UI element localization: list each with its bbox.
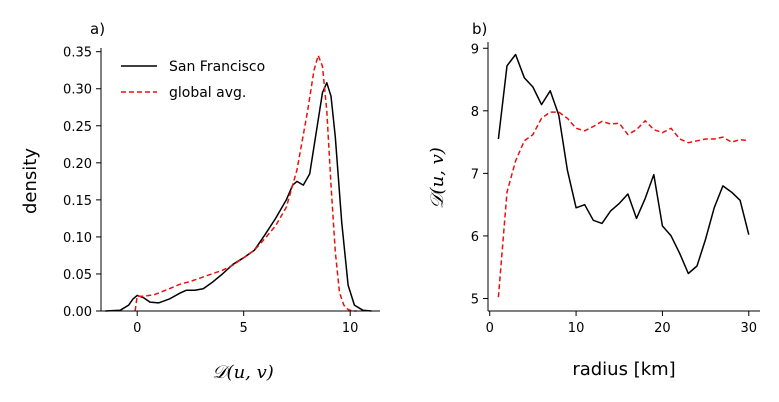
x-tick-label: 0 bbox=[133, 321, 141, 336]
y-tick-label: 0.25 bbox=[63, 120, 92, 135]
panel-b: b) 0 10 20 30 5 6 7 8 9 radius [km] 𝒟(u, v) bbox=[427, 20, 760, 380]
y-tick-label: 0.20 bbox=[63, 157, 92, 172]
legend: San Francisco global avg. bbox=[121, 59, 265, 101]
panel-a: a) 0 5 100.000.050.100.150.200.250.300.35 … bbox=[20, 20, 380, 383]
panel-a-ticks: 0 5 10 0.00 0.05 0.10 0.15 0.20 0.25 0.30 0.35 bbox=[63, 46, 358, 336]
panel-a-tag: a) bbox=[90, 20, 105, 38]
panel-b-series-san-francisco bbox=[497, 53, 750, 275]
panel-b-tag: b) bbox=[472, 20, 487, 38]
x-tick-label: 30 bbox=[741, 321, 758, 336]
y-tick-label: 0.10 bbox=[63, 231, 92, 246]
y-tick-label: 5 bbox=[471, 292, 479, 307]
x-tick-label: 10 bbox=[342, 321, 359, 336]
y-tick-label: 0.05 bbox=[63, 268, 92, 283]
y-tick-label: 0.30 bbox=[63, 83, 92, 98]
panel-a-lines bbox=[105, 54, 372, 312]
panel-b-xlabel: radius [km] bbox=[572, 359, 675, 380]
x-tick-label: 20 bbox=[654, 321, 671, 336]
panel-a-series-san-francisco bbox=[105, 82, 372, 312]
panel-a-xlabel: 𝒟(u, v) bbox=[212, 362, 274, 383]
y-tick-label: 7 bbox=[471, 167, 479, 182]
legend-label-global: global avg. bbox=[169, 85, 246, 101]
x-tick-label: 10 bbox=[568, 321, 585, 336]
panel-a-ylabel: density bbox=[20, 148, 41, 214]
panel-b-lines bbox=[497, 53, 750, 298]
y-tick-label: 0.15 bbox=[63, 194, 92, 209]
y-tick-label: 6 bbox=[471, 230, 479, 245]
x-tick-label: 0 bbox=[486, 321, 494, 336]
panel-b-series-global-avg bbox=[497, 111, 749, 298]
legend-label-sf: San Francisco bbox=[169, 59, 265, 75]
y-tick-label: 9 bbox=[471, 42, 479, 57]
panel-b-ticks: 0 10 20 30 5 6 7 8 9 bbox=[471, 42, 757, 336]
panel-b-ylabel: 𝒟(u, v) bbox=[427, 147, 448, 209]
y-tick-label: 8 bbox=[471, 105, 479, 120]
y-tick-label: 0.00 bbox=[63, 305, 92, 320]
y-tick-label: 0.35 bbox=[63, 46, 92, 61]
panel-a-series-global-avg bbox=[134, 54, 357, 312]
x-tick-label: 5 bbox=[240, 321, 248, 336]
